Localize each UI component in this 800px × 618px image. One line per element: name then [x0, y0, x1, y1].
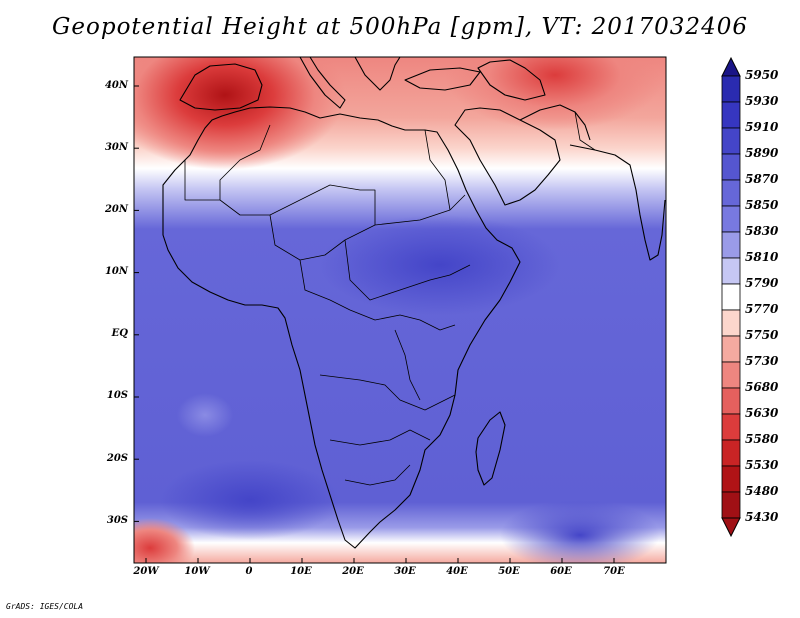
- italy-coastline: [299, 56, 346, 109]
- border-nile: [424, 129, 451, 211]
- colorbar-swatch: [721, 153, 741, 181]
- lon-label-70e: 70E: [603, 566, 625, 577]
- colorbar-swatch: [721, 179, 741, 207]
- colorbar-swatch: [721, 309, 741, 337]
- border-sahel-north: [219, 184, 376, 225]
- lat-label-30s: 30S: [106, 515, 128, 526]
- border-west-sahara: [184, 124, 271, 201]
- lon-ticks: [145, 558, 615, 563]
- lat-ticks: [134, 85, 139, 522]
- low-corner-southwest: [134, 518, 195, 563]
- colorbar-swatch: [721, 491, 741, 519]
- colorbar-swatch: [721, 283, 741, 311]
- lon-label-30e: 30E: [394, 566, 416, 577]
- lat-label-30n: 30N: [104, 142, 128, 153]
- colorbar-swatch: [721, 465, 741, 493]
- country-borders: [184, 111, 596, 486]
- madagascar-coastline: [475, 411, 506, 486]
- lon-label-10e: 10E: [290, 566, 312, 577]
- border-sudan-region: [344, 239, 471, 301]
- colorbar-label-5680: 5680: [745, 380, 779, 394]
- colorbar-label-5910: 5910: [745, 120, 779, 134]
- colorbar-label-5850: 5850: [745, 198, 779, 212]
- colorbar-swatch: [721, 439, 741, 467]
- colorbar-swatch: [721, 361, 741, 389]
- balkans-coastline: [354, 56, 401, 91]
- colorbar-label-5430: 5430: [745, 510, 779, 524]
- lat-label-10s: 10S: [106, 390, 128, 401]
- lon-label-40e: 40E: [446, 566, 468, 577]
- lat-label-40n: 40N: [104, 80, 128, 91]
- lon-label-20w: 20W: [133, 566, 159, 577]
- colorbar-label-5730: 5730: [745, 354, 779, 368]
- colorbar-swatch: [721, 335, 741, 363]
- lat-label-20n: 20N: [104, 204, 128, 215]
- africa-coastline: [162, 106, 521, 549]
- coastlines: [162, 56, 666, 549]
- border-southern-africa: [329, 429, 431, 446]
- colorbar-swatch: [721, 413, 741, 441]
- colorbar-label-5930: 5930: [745, 94, 779, 108]
- colorbar-label-5950: 5950: [745, 68, 779, 82]
- lat-label-eq: EQ: [111, 328, 128, 339]
- lon-label-0: 0: [245, 566, 253, 577]
- colorbar-label-5790: 5790: [745, 276, 779, 290]
- india-coastline: [569, 144, 666, 261]
- lon-label-10w: 10W: [184, 566, 210, 577]
- low-center-iberia: [134, 57, 345, 170]
- border-south-africa-north: [344, 464, 411, 486]
- colorbar-label-5890: 5890: [745, 146, 779, 160]
- colorbar-label-5770: 5770: [745, 302, 779, 316]
- lon-label-20e: 20E: [342, 566, 364, 577]
- grads-credit: GrADS: IGES/COLA: [6, 602, 84, 611]
- border-iran-pakistan: [574, 111, 596, 151]
- high-center-indian-ocean: [500, 500, 660, 563]
- map-frame: [133, 56, 667, 564]
- colorbar-swatch: [721, 205, 741, 233]
- height-field: [134, 57, 666, 563]
- colorbar-top-arrow: [721, 56, 741, 77]
- persian-gulf-coastline: [519, 104, 591, 141]
- colorbar-label-5530: 5530: [745, 458, 779, 472]
- border-central-africa: [299, 259, 456, 331]
- colorbar-label-5580: 5580: [745, 432, 779, 446]
- colorbar-label-5480: 5480: [745, 484, 779, 498]
- colorbar-swatch: [721, 387, 741, 415]
- high-center-east-africa: [320, 215, 560, 315]
- lon-label-60e: 60E: [550, 566, 572, 577]
- iberia-coastline: [179, 63, 263, 111]
- border-great-lakes: [394, 329, 421, 401]
- weak-high-gulf-of-guinea: [177, 393, 233, 437]
- colorbar-bottom-arrow: [721, 517, 741, 538]
- lat-label-20s: 20S: [106, 453, 128, 464]
- colorbar-swatch: [721, 101, 741, 129]
- colorbar-swatch: [721, 257, 741, 285]
- anatolia-coastline: [404, 67, 481, 91]
- lon-label-50e: 50E: [498, 566, 520, 577]
- colorbar-swatch: [721, 75, 741, 103]
- lat-label-10n: 10N: [104, 266, 128, 277]
- arabia-coastline: [454, 107, 561, 206]
- colorbar-swatch: [721, 231, 741, 259]
- colorbar-label-5810: 5810: [745, 250, 779, 264]
- high-center-south-atlantic: [160, 460, 340, 540]
- colorbar-label-5870: 5870: [745, 172, 779, 186]
- low-center-persia: [445, 57, 665, 130]
- colorbar-label-5630: 5630: [745, 406, 779, 420]
- border-drc-south: [319, 374, 456, 411]
- map-title: Geopotential Height at 500hPa [gpm], VT:…: [52, 14, 748, 40]
- colorbar-swatch: [721, 127, 741, 155]
- caspian-region-outline: [477, 59, 546, 101]
- colorbar: [721, 56, 741, 538]
- colorbar-label-5830: 5830: [745, 224, 779, 238]
- colorbar-label-5750: 5750: [745, 328, 779, 342]
